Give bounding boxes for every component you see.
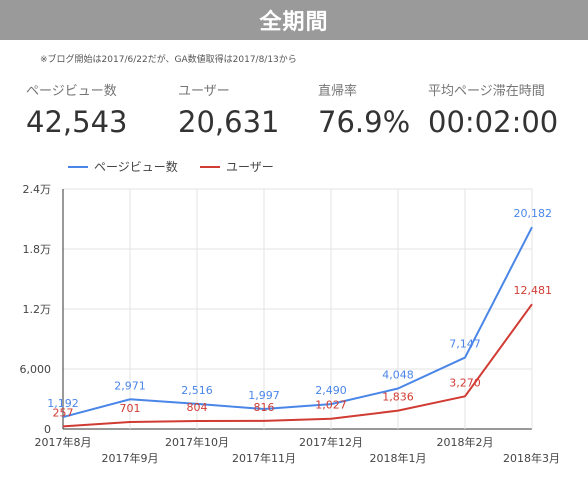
- y-tick-label: 0: [44, 423, 51, 436]
- metric-pageviews: ページビュー数 42,543: [26, 80, 127, 139]
- data-label: 1,192: [47, 397, 79, 410]
- x-tick-label: 2017年10月: [165, 435, 229, 449]
- data-label: 7,147: [449, 338, 481, 351]
- data-label: 2,971: [114, 379, 146, 392]
- banner: 全期間: [0, 0, 588, 40]
- line-chart: 0 6,000 1.2万 1.8万 2.4万 2017年8月 2017年9月 2017年10月…: [20, 159, 561, 465]
- x-tick-label: 2017年8月: [35, 435, 92, 449]
- data-label: 816: [254, 401, 275, 414]
- legend-label: ユーザー: [226, 160, 274, 174]
- x-tick-label: 2017年12月: [299, 435, 363, 449]
- metric-label: ページビュー数: [26, 84, 117, 99]
- y-tick-label: 6,000: [20, 363, 52, 376]
- metric-value: 20,631: [178, 105, 280, 139]
- series-line: [62, 226, 533, 419]
- metric-value: 76.9%: [318, 105, 411, 139]
- metric-value: 42,543: [26, 105, 128, 139]
- y-tick-label: 1.8万: [23, 243, 52, 256]
- series-line: [62, 303, 533, 428]
- data-label: 1,997: [248, 389, 280, 402]
- metric-label: 直帰率: [318, 84, 358, 99]
- data-label: 12,481: [514, 284, 553, 297]
- data-label: 20,182: [514, 207, 553, 220]
- metric-label: 平均ページ滞在時間: [428, 84, 545, 99]
- metric-value: 00:02:00: [428, 105, 559, 139]
- legend-label: ページビュー数: [94, 159, 178, 174]
- y-tick-label: 1.2万: [23, 303, 52, 316]
- banner-title: 全期間: [259, 10, 329, 35]
- metric-users: ユーザー 20,631: [178, 80, 279, 139]
- x-tick-label: 2018年1月: [370, 451, 427, 465]
- x-tick-label: 2017年9月: [102, 451, 159, 465]
- data-label: 701: [120, 402, 141, 415]
- data-label: 4,048: [382, 369, 414, 382]
- data-label: 1,027: [315, 399, 347, 412]
- data-label: 2,516: [181, 384, 213, 397]
- data-label: 2,490: [315, 384, 347, 397]
- x-tick-label: 2018年2月: [437, 435, 494, 449]
- data-label: 804: [187, 401, 208, 414]
- metric-avg-time: 平均ページ滞在時間 00:02:00: [428, 80, 558, 139]
- x-tick-label: 2018年3月: [503, 451, 560, 465]
- data-label: 3,270: [449, 376, 481, 389]
- y-tick-label: 2.4万: [23, 183, 52, 196]
- data-note: ※ブログ開始は2017/6/22だが、GA数値取得は2017/8/13から: [40, 55, 297, 65]
- metric-bounce-rate: 直帰率 76.9%: [318, 80, 410, 139]
- data-label: 1,836: [382, 391, 414, 404]
- metric-label: ユーザー: [178, 84, 230, 99]
- data-label: 257: [53, 406, 74, 419]
- x-tick-label: 2017年11月: [232, 451, 296, 465]
